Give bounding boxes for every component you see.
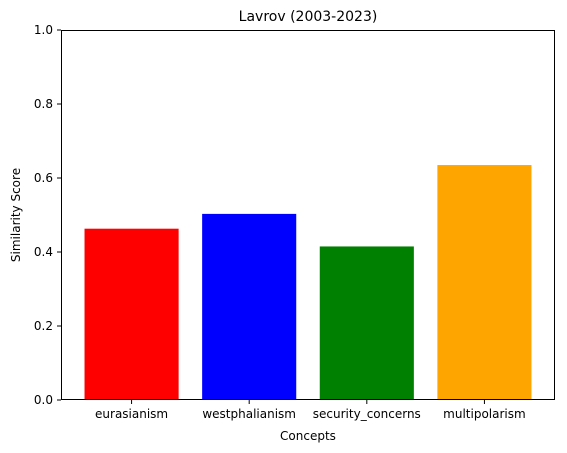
bars-group	[84, 165, 532, 400]
bar-westphalianism	[202, 213, 297, 400]
x-tick-label: eurasianism	[95, 407, 168, 421]
x-axis-label: Concepts	[280, 429, 336, 443]
y-tick-label: 0.6	[34, 171, 53, 185]
y-tick-label: 0.8	[34, 97, 53, 111]
x-axis: eurasianism westphalianism security_concer…	[95, 400, 526, 421]
x-tick-label: westphalianism	[202, 407, 296, 421]
plot-frame	[61, 30, 555, 400]
bar-eurasianism	[84, 228, 179, 400]
y-axis-label: Similarity Score	[9, 168, 23, 262]
bar-multipolarism	[437, 165, 532, 400]
x-tick-label: security_concerns	[313, 407, 421, 421]
y-axis: 0.0 0.2 0.4 0.6 0.8 1.0	[34, 23, 61, 407]
y-tick-label: 1.0	[34, 23, 53, 37]
x-tick-label: multipolarism	[443, 407, 526, 421]
y-tick-label: 0.0	[34, 393, 53, 407]
y-tick-label: 0.2	[34, 319, 53, 333]
y-tick-label: 0.4	[34, 245, 53, 259]
chart-title: Lavrov (2003-2023)	[239, 9, 378, 25]
bar-security-concerns	[319, 246, 414, 400]
